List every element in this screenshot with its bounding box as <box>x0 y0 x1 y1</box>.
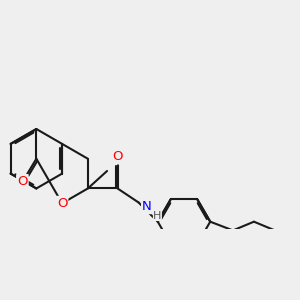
Text: O: O <box>17 175 28 188</box>
Text: O: O <box>112 151 123 164</box>
Text: H: H <box>153 211 162 221</box>
Text: N: N <box>142 200 152 213</box>
Text: O: O <box>57 197 67 210</box>
Text: N: N <box>142 200 152 213</box>
